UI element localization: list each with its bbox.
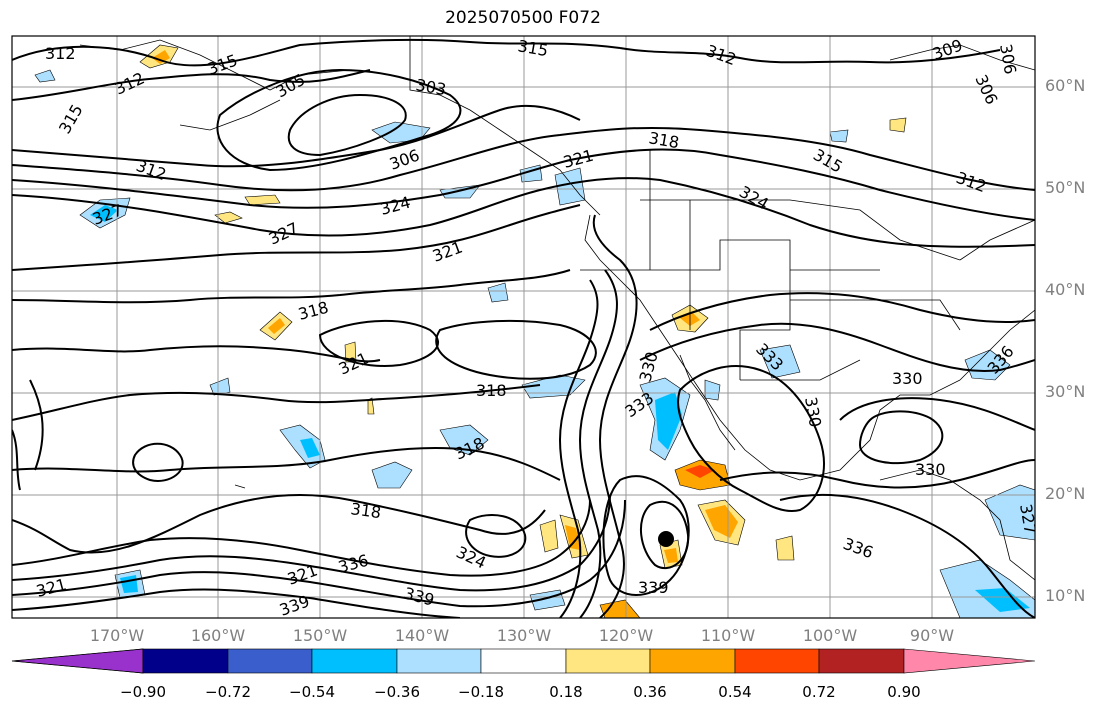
contour-lines (12, 38, 1035, 618)
contour-label: 312 (45, 44, 76, 63)
map-frame (11, 35, 1036, 619)
colorbar-tick-label: −0.90 (120, 683, 166, 701)
colorbar-tick-label: 0.72 (802, 683, 836, 701)
colorbar-segment (565, 648, 651, 674)
lon-label: 110°W (700, 626, 756, 645)
colorbar-segment (396, 648, 482, 674)
lon-label: 150°W (292, 626, 348, 645)
colorbar-segment (818, 648, 905, 674)
map-title: 2025070500 F072 (445, 8, 601, 28)
colorbar-segment (227, 648, 313, 674)
lat-label: 50°N (1045, 178, 1086, 197)
lat-label: 30°N (1045, 382, 1086, 401)
lon-label: 100°W (802, 626, 858, 645)
colorbar-segment (734, 648, 820, 674)
contour-label: 330 (892, 369, 923, 388)
colorbar-segment (903, 648, 1036, 674)
lon-label: 140°W (394, 626, 450, 645)
lat-label: 40°N (1045, 280, 1086, 299)
colorbar-tick-label: −0.54 (289, 683, 335, 701)
colorbar-segment (11, 648, 144, 674)
colorbar-segment (311, 648, 398, 674)
colorbar-tick-label: 0.90 (887, 683, 921, 701)
colorbar-segment (142, 648, 229, 674)
storm-center-marker (658, 531, 674, 547)
colorbar (11, 648, 1036, 674)
graticule (12, 36, 1035, 618)
lon-label: 90°W (909, 626, 955, 645)
contour-label: 318 (476, 381, 507, 400)
colorbar-tick-label: 0.36 (633, 683, 667, 701)
colorbar-segment (649, 648, 736, 674)
lon-label: 130°W (496, 626, 552, 645)
colorbar-tick-label: −0.36 (374, 683, 420, 701)
lat-label: 10°N (1045, 586, 1086, 605)
colorbar-tick-label: 0.54 (718, 683, 752, 701)
contour-label: 327 (1016, 502, 1040, 535)
lon-label: 120°W (598, 626, 654, 645)
colorbar-tick-label: −0.18 (458, 683, 504, 701)
lon-label: 170°W (89, 626, 145, 645)
colorbar-segment (480, 648, 567, 674)
lat-label: 60°N (1045, 76, 1086, 95)
colorbar-tick-label: 0.18 (549, 683, 583, 701)
lon-label: 160°W (190, 626, 246, 645)
colorbar-tick-label: −0.72 (205, 683, 251, 701)
contour-label: 330 (915, 460, 946, 479)
lat-label: 20°N (1045, 484, 1086, 503)
contour-label: 339 (638, 578, 669, 597)
contour-label: 318 (349, 499, 382, 522)
